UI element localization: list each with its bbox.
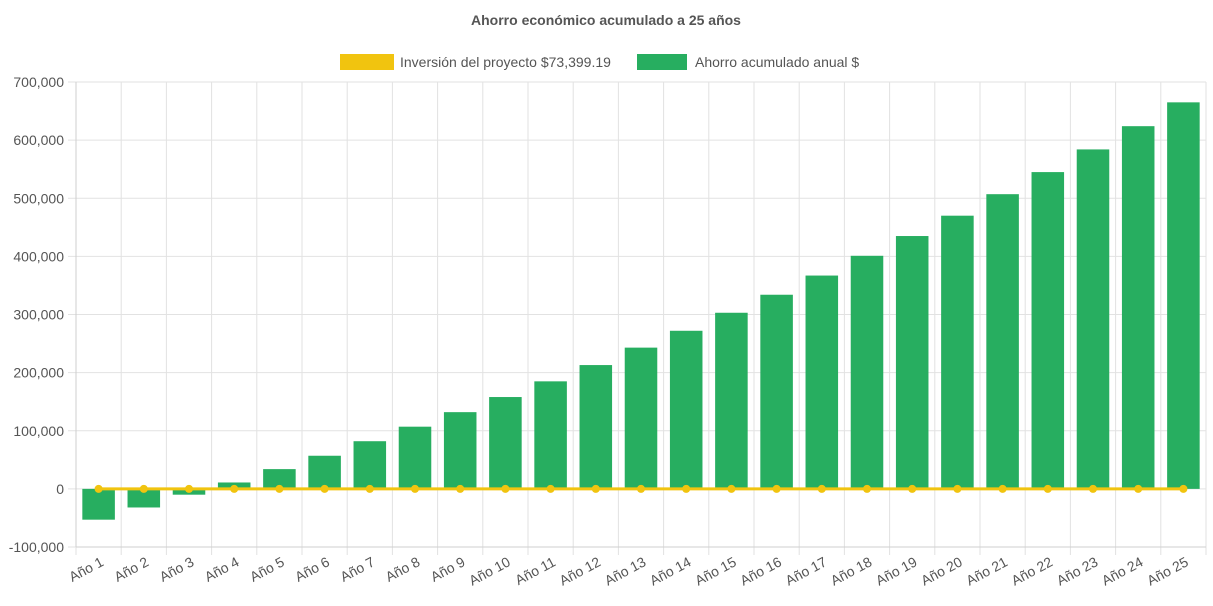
chart-title: Ahorro económico acumulado a 25 años [471,12,741,28]
investment-point-19[interactable] [908,484,917,493]
investment-point-7[interactable] [365,484,374,493]
investment-point-11[interactable] [546,484,555,493]
x-tick-label: Año 24 [1099,553,1146,588]
x-tick-label: Año 15 [692,553,739,588]
investment-point-10[interactable] [501,484,510,493]
x-tick-label: Año 5 [247,553,287,584]
x-axis: Año 1 Año 2 Año 3 Año 4 Año 5 Año 6 Año 7 Año 8… [66,546,1206,588]
bar-5[interactable] [263,469,296,489]
bar-11[interactable] [534,381,567,489]
bar-9[interactable] [443,412,477,489]
x-tick-label: Año 7 [337,553,377,584]
bar-23[interactable] [1076,149,1110,489]
x-tick-label: Año 10 [466,553,513,588]
x-tick-label: Año 19 [873,553,920,588]
legend-item-investment[interactable]: Inversión del proyecto $73,399.19 [340,54,611,70]
investment-point-25[interactable] [1179,484,1188,493]
x-tick-label: Año 21 [963,553,1010,588]
x-tick-label: Año 8 [383,553,423,584]
x-tick-label: Año 1 [66,553,106,584]
bar-10[interactable] [489,397,522,489]
x-tick-label: Año 11 [512,553,558,588]
x-tick-label: Año 25 [1144,553,1191,588]
bar-13[interactable] [624,347,658,489]
bar-17[interactable] [805,275,839,489]
investment-point-21[interactable] [998,484,1007,493]
grid-lines [68,81,1207,555]
investment-point-2[interactable] [139,484,148,493]
y-tick-label: 700,000 [13,74,64,90]
bar-19[interactable] [895,236,929,489]
y-tick-label: 200,000 [13,365,64,381]
x-tick-label: Año 6 [292,553,332,584]
legend-label-savings: Ahorro acumulado anual $ [695,54,859,70]
y-axis: 700,000 600,000 500,000 400,000 300,000 200,0… [9,74,77,555]
bar-8[interactable] [398,426,432,489]
investment-point-4[interactable] [230,484,239,493]
x-tick-label: Año 4 [202,553,242,584]
bar-15[interactable] [715,312,748,489]
y-tick-label: 0 [56,481,64,497]
y-tick-label: 500,000 [13,190,64,206]
x-tick-label: Año 17 [783,553,830,588]
investment-point-16[interactable] [772,484,781,493]
investment-point-13[interactable] [637,484,645,493]
y-tick-label: 600,000 [13,132,64,148]
legend: Inversión del proyecto $73,399.19 Ahorro… [340,54,859,70]
investment-point-3[interactable] [185,484,193,493]
bar-series [82,102,1200,520]
investment-point-14[interactable] [682,484,691,493]
x-tick-label: Año 16 [737,553,784,588]
x-tick-label: Año 23 [1054,553,1101,588]
x-tick-label: Año 14 [647,553,694,588]
bar-21[interactable] [986,194,1019,489]
investment-point-18[interactable] [863,484,871,493]
investment-point-5[interactable] [275,484,284,493]
bar-16[interactable] [760,294,793,489]
bar-7[interactable] [353,441,387,489]
legend-label-investment: Inversión del proyecto $73,399.19 [400,54,611,70]
bar-24[interactable] [1121,126,1155,489]
line-series [94,484,1188,493]
bar-14[interactable] [669,330,703,489]
x-tick-label: Año 18 [828,553,875,588]
x-tick-label: Año 22 [1009,553,1056,588]
y-tick-label: 400,000 [13,248,64,264]
bar-1[interactable] [82,488,115,520]
investment-point-20[interactable] [953,484,962,493]
x-tick-label: Año 9 [428,553,468,584]
x-tick-label: Año 20 [918,553,965,588]
bar-20[interactable] [941,215,974,489]
investment-point-22[interactable] [1043,484,1052,493]
y-tick-label: -100,000 [9,539,64,555]
x-tick-label: Año 12 [557,553,604,588]
bar-22[interactable] [1031,172,1065,489]
x-tick-label: Año 3 [157,553,197,584]
legend-swatch-savings [637,54,687,70]
y-tick-label: 100,000 [13,423,64,439]
x-tick-label: Año 2 [111,553,151,584]
y-tick-label: 300,000 [13,307,64,323]
investment-point-1[interactable] [94,484,103,493]
bar-18[interactable] [850,255,884,489]
investment-point-24[interactable] [1134,484,1143,493]
legend-swatch-investment [340,54,394,70]
investment-point-12[interactable] [591,484,600,493]
legend-item-savings[interactable]: Ahorro acumulado anual $ [637,54,859,70]
investment-point-8[interactable] [411,484,419,493]
investment-point-15[interactable] [727,484,736,493]
investment-point-6[interactable] [320,484,329,493]
investment-point-23[interactable] [1089,484,1097,493]
x-tick-label: Año 13 [602,553,649,588]
bar-6[interactable] [308,455,341,489]
bar-2[interactable] [127,488,161,508]
investment-point-9[interactable] [456,484,465,493]
investment-point-17[interactable] [817,484,826,493]
bar-12[interactable] [579,365,613,489]
bar-25[interactable] [1167,102,1200,489]
